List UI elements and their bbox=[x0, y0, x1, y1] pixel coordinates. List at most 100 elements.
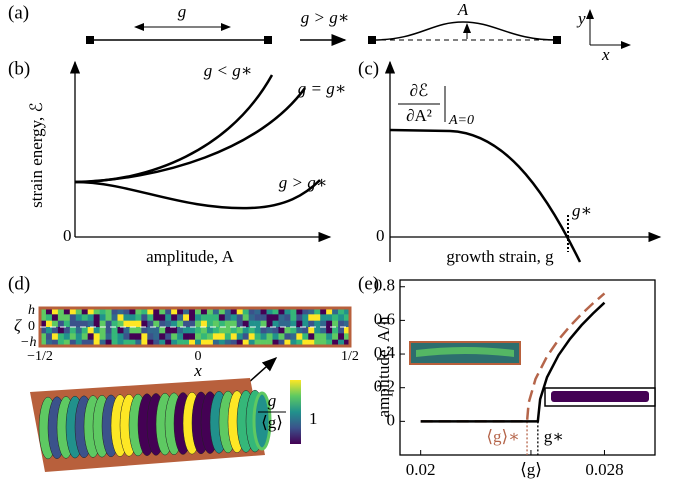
heat-cell bbox=[153, 327, 159, 334]
heat-cell bbox=[70, 321, 76, 328]
heat-cell bbox=[106, 333, 112, 340]
heat-cell bbox=[302, 314, 308, 321]
heat-cell bbox=[320, 321, 326, 328]
heat-cell bbox=[308, 333, 314, 340]
heat-cell bbox=[70, 327, 76, 334]
heat-cell bbox=[308, 321, 314, 328]
heat-cell bbox=[141, 321, 147, 328]
heat-cell bbox=[94, 314, 100, 321]
heat-cell bbox=[76, 327, 82, 334]
heat-cell bbox=[314, 333, 320, 340]
heat-cell bbox=[207, 333, 213, 340]
heat-cell bbox=[100, 321, 106, 328]
heat-cell bbox=[183, 327, 189, 334]
heat-cell bbox=[147, 314, 153, 321]
x-tick-label: ⟨g⟩ bbox=[520, 460, 542, 479]
transition-label: g > g∗ bbox=[301, 8, 350, 27]
panel-d: (d) ζ h 0 −h −1/2 0 1/2 x g ⟨g⟩ 1 bbox=[8, 273, 359, 472]
heat-cell bbox=[219, 327, 225, 334]
heat-cell bbox=[189, 321, 195, 328]
heat-cell bbox=[52, 327, 58, 334]
heat-cell bbox=[195, 333, 201, 340]
heat-cell bbox=[243, 327, 249, 334]
heat-cell bbox=[153, 333, 159, 340]
heat-cell bbox=[267, 321, 273, 328]
heat-cell bbox=[207, 327, 213, 334]
heat-cell bbox=[261, 321, 267, 328]
buckled-rod bbox=[372, 22, 557, 40]
heat-cell bbox=[82, 314, 88, 321]
heat-cell bbox=[100, 333, 106, 340]
heat-cell bbox=[231, 333, 237, 340]
heat-cell bbox=[231, 314, 237, 321]
heat-cell bbox=[112, 314, 118, 321]
heat-cell bbox=[255, 314, 261, 321]
heat-cell bbox=[58, 333, 64, 340]
colorbar-denominator: ⟨g⟩ bbox=[261, 413, 283, 432]
heat-cell bbox=[249, 333, 255, 340]
heat-cell bbox=[189, 333, 195, 340]
chart: amplitude, A/h00.20.40.60.80.02⟨g⟩0.028⟨… bbox=[374, 276, 655, 479]
heat-cell bbox=[135, 327, 141, 334]
heat-cell bbox=[320, 327, 326, 334]
heat-cell bbox=[58, 327, 64, 334]
heat-cell bbox=[64, 333, 70, 340]
heat-cell bbox=[278, 327, 284, 334]
y-tick-label: 0.2 bbox=[374, 377, 395, 396]
x-axis-label: growth strain, g bbox=[446, 247, 554, 266]
heat-cell bbox=[112, 327, 118, 334]
panel-label: (a) bbox=[8, 2, 29, 23]
heat-cell bbox=[267, 314, 273, 321]
y-axis-label: strain energy, ℰ bbox=[27, 102, 46, 208]
derivative-evaluated-at: A=0 bbox=[448, 113, 474, 128]
heat-cell bbox=[284, 327, 290, 334]
heat-cell bbox=[82, 321, 88, 328]
origin-label: 0 bbox=[63, 226, 72, 245]
heat-cell bbox=[118, 314, 124, 321]
heat-cell bbox=[243, 321, 249, 328]
panel-label: (c) bbox=[358, 58, 379, 79]
heat-cell bbox=[273, 333, 279, 340]
heat-cell bbox=[52, 314, 58, 321]
heat-cell bbox=[129, 327, 135, 334]
heat-cell bbox=[123, 333, 129, 340]
heat-cell bbox=[112, 333, 118, 340]
clamp bbox=[86, 36, 94, 44]
heat-cell bbox=[129, 321, 135, 328]
panel-b: (b) 0 strain energy, ℰ amplitude, A g < … bbox=[8, 58, 346, 266]
heat-cell bbox=[332, 321, 338, 328]
y-tick-label: 0.8 bbox=[374, 276, 395, 295]
heat-cell bbox=[177, 314, 183, 321]
marker-label: g∗ bbox=[544, 427, 564, 446]
heat-cell bbox=[338, 314, 344, 321]
heat-cell bbox=[171, 314, 177, 321]
heat-cell bbox=[88, 321, 94, 328]
panel-e: (e) amplitude, A/h00.20.40.60.80.02⟨g⟩0.… bbox=[358, 273, 655, 479]
heat-cell bbox=[195, 321, 201, 328]
heat-cell bbox=[326, 333, 332, 340]
heat-cell bbox=[243, 314, 249, 321]
heat-cell bbox=[177, 327, 183, 334]
heat-cell bbox=[76, 333, 82, 340]
heat-cell bbox=[165, 314, 171, 321]
heat-cell bbox=[213, 333, 219, 340]
heat-cell bbox=[273, 314, 279, 321]
heat-cell bbox=[147, 321, 153, 328]
heat-cell bbox=[76, 321, 82, 328]
heat-cell bbox=[165, 321, 171, 328]
heat-cell bbox=[171, 321, 177, 328]
heat-cell bbox=[153, 314, 159, 321]
x-label: x bbox=[193, 361, 202, 380]
panel-a: (a) g g > g∗ A y x bbox=[8, 0, 630, 64]
heat-cell bbox=[290, 333, 296, 340]
heat-cell bbox=[338, 321, 344, 328]
heat-cell bbox=[64, 327, 70, 334]
derivative-numerator: ∂ℰ bbox=[410, 81, 429, 100]
zeta-tick: 0 bbox=[28, 319, 35, 334]
heat-cell bbox=[165, 333, 171, 340]
heat-cell bbox=[201, 327, 207, 334]
clamp bbox=[368, 36, 376, 44]
cylinder bbox=[39, 390, 270, 459]
heat-cell bbox=[64, 314, 70, 321]
heat-cell bbox=[332, 314, 338, 321]
